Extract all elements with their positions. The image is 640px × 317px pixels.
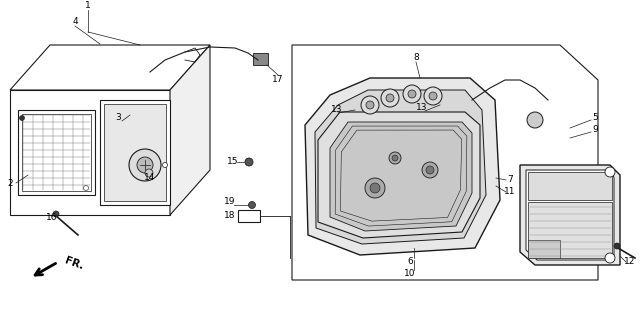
Text: 14: 14 (144, 173, 156, 183)
Circle shape (83, 185, 88, 191)
Polygon shape (238, 210, 260, 222)
Text: 6: 6 (407, 257, 413, 267)
Circle shape (527, 112, 543, 128)
Circle shape (137, 157, 153, 173)
Circle shape (392, 155, 398, 161)
Circle shape (605, 167, 615, 177)
Polygon shape (528, 202, 612, 258)
Circle shape (361, 96, 379, 114)
Circle shape (366, 101, 374, 109)
Circle shape (386, 94, 394, 102)
Text: 3: 3 (115, 113, 121, 122)
Circle shape (605, 253, 615, 263)
Circle shape (429, 92, 437, 100)
Text: 7: 7 (507, 176, 513, 184)
Text: 17: 17 (272, 75, 284, 85)
Text: 13: 13 (332, 106, 343, 114)
Text: 16: 16 (46, 214, 58, 223)
Text: 19: 19 (224, 197, 236, 206)
Text: 11: 11 (504, 187, 516, 197)
Circle shape (129, 149, 161, 181)
Circle shape (245, 158, 253, 166)
Polygon shape (330, 122, 472, 231)
Circle shape (163, 163, 168, 167)
Text: 2: 2 (7, 178, 13, 187)
Circle shape (19, 115, 24, 120)
Text: 9: 9 (592, 126, 598, 134)
Text: 4: 4 (72, 17, 78, 27)
Polygon shape (100, 100, 170, 205)
Circle shape (408, 90, 416, 98)
Circle shape (424, 87, 442, 105)
Text: 12: 12 (624, 257, 636, 267)
Circle shape (381, 89, 399, 107)
Circle shape (422, 162, 438, 178)
Text: FR.: FR. (63, 255, 84, 271)
Polygon shape (305, 78, 500, 255)
Circle shape (614, 243, 620, 249)
Circle shape (389, 152, 401, 164)
Text: 10: 10 (404, 269, 416, 279)
Polygon shape (528, 172, 612, 200)
Polygon shape (526, 170, 614, 260)
Polygon shape (22, 114, 91, 191)
Circle shape (365, 178, 385, 198)
Text: 5: 5 (592, 113, 598, 122)
Circle shape (248, 202, 255, 209)
Polygon shape (253, 53, 268, 65)
Text: 13: 13 (416, 103, 428, 113)
Circle shape (403, 85, 421, 103)
Polygon shape (292, 45, 598, 280)
Polygon shape (104, 104, 166, 201)
Circle shape (145, 169, 153, 177)
Polygon shape (170, 45, 210, 215)
Circle shape (53, 211, 59, 217)
Polygon shape (18, 110, 95, 195)
Circle shape (426, 166, 434, 174)
Text: 8: 8 (413, 54, 419, 62)
Text: 18: 18 (224, 211, 236, 221)
Text: 15: 15 (227, 158, 239, 166)
Text: 1: 1 (85, 2, 91, 10)
Polygon shape (315, 90, 486, 244)
Circle shape (370, 183, 380, 193)
Polygon shape (520, 165, 620, 265)
Polygon shape (528, 240, 560, 258)
Polygon shape (318, 112, 480, 238)
Polygon shape (10, 90, 170, 215)
Polygon shape (10, 45, 210, 90)
